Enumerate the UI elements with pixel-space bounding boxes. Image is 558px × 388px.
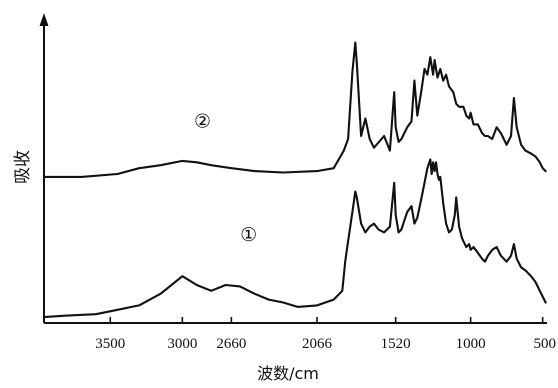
spectrum-label-1: ② [194, 110, 211, 132]
x-tick-label-3000: 3000 [167, 336, 197, 352]
x-tick-label-1520: 1520 [381, 336, 411, 352]
y-axis-title: 吸收 [13, 150, 33, 184]
spectra: ②① [42, 41, 547, 319]
x-tick-label-2066: 2066 [302, 336, 333, 352]
y-axis-arrowhead [39, 13, 49, 26]
x-tick-label-500: 500 [534, 336, 557, 352]
spectrum-line-1 [42, 41, 547, 178]
x-tick-label-2660: 2660 [216, 336, 246, 352]
x-tick-label-1000: 1000 [456, 336, 486, 352]
x-ticks: 3500 3000 2660 2066 1520 1000 500 [95, 317, 556, 352]
x-axis-title: 波数/cm [257, 364, 319, 383]
spectrum-label-2: ① [240, 224, 257, 246]
x-tick-label-3500: 3500 [95, 336, 125, 352]
spectrum-line-2 [42, 158, 547, 319]
